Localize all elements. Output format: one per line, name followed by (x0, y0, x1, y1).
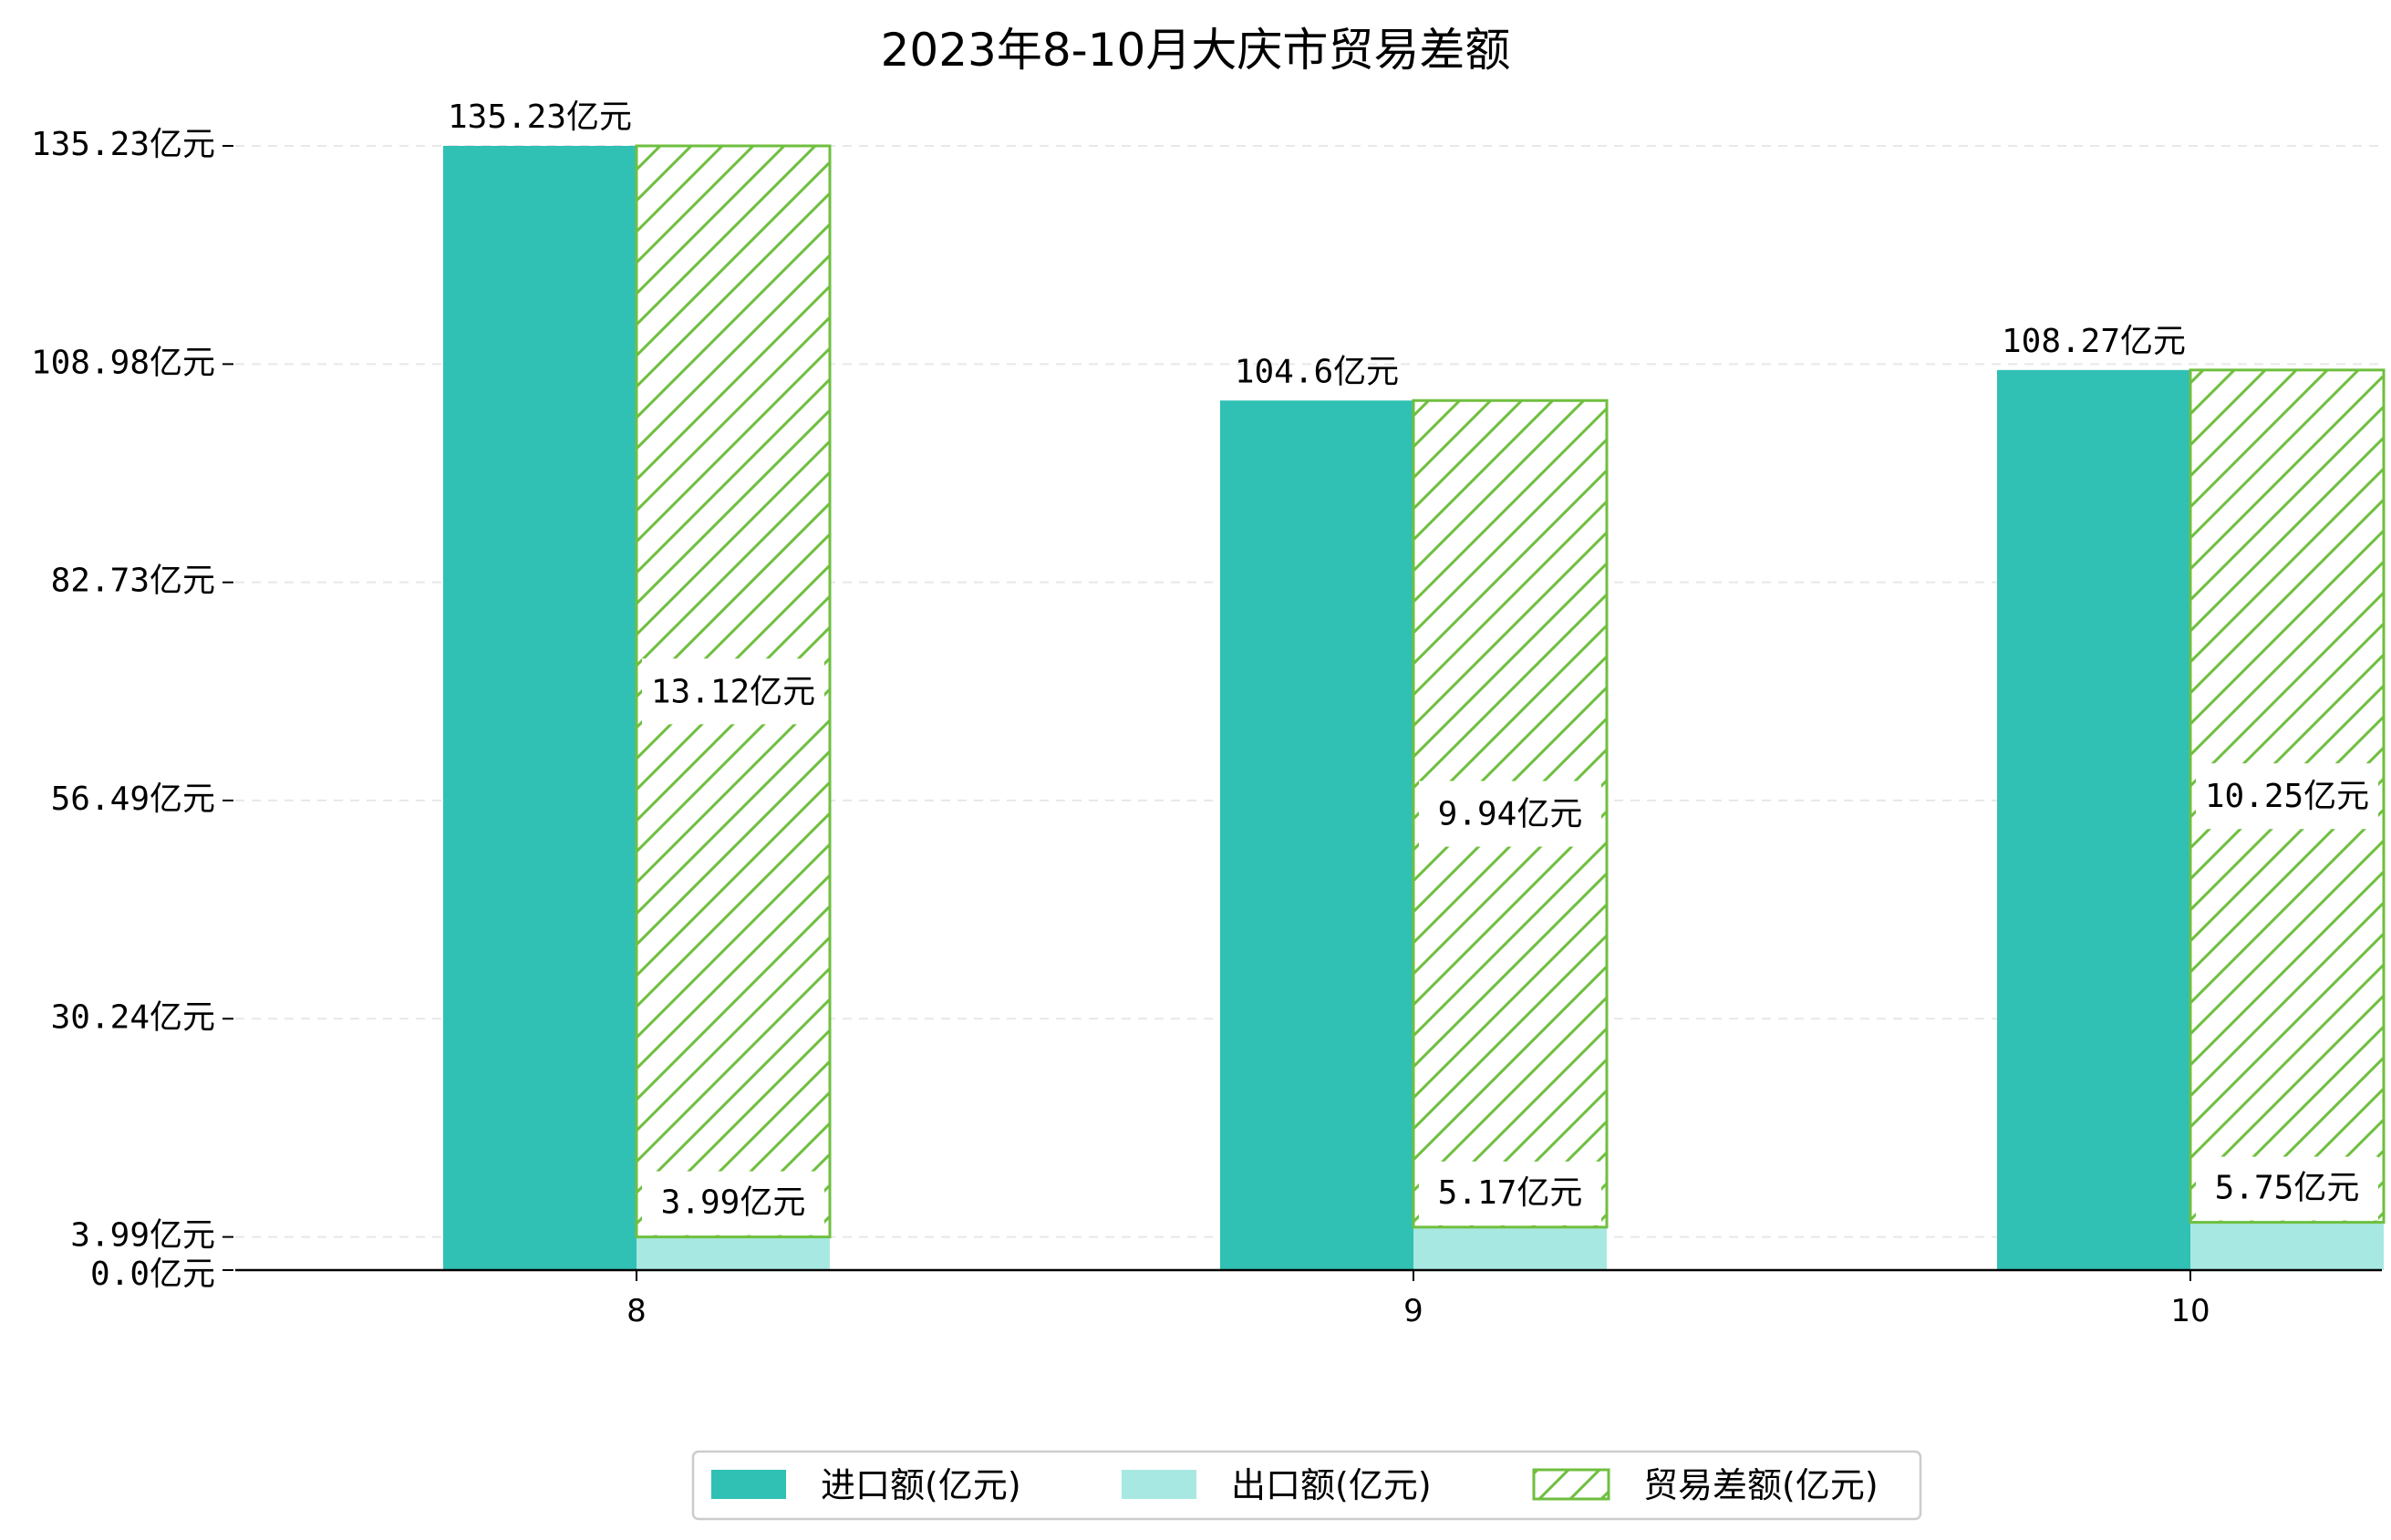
y-tick-label: 30.24亿元 (51, 998, 215, 1036)
data-labels: 135.23亿元 13.12亿元 3.99亿元 104.6亿元 9.94亿元 5.17亿元… (448, 98, 2378, 1235)
y-tick-label: 108.98亿元 (31, 344, 215, 381)
bar-import-10 (1997, 369, 2190, 1270)
label-export-10: 5.75亿元 (2215, 1170, 2360, 1207)
legend-box (691, 1450, 1922, 1521)
label-bg-balance-10 (2196, 763, 2378, 830)
y-tick-label: 56.49亿元 (51, 780, 215, 818)
legend-label-1: 出口额(亿元) (1231, 1465, 1432, 1505)
legend-label-2: 贸易差额(亿元) (1643, 1465, 1879, 1505)
x-tick-label: 8 (626, 1293, 647, 1329)
bar-export-9 (1413, 1226, 1607, 1270)
label-bg-export-10 (2196, 1156, 2378, 1221)
label-export-9: 5.17亿元 (1438, 1174, 1583, 1212)
y-tick-label: 135.23亿元 (31, 126, 215, 163)
label-bg-balance-8 (642, 658, 824, 725)
legend-label-0: 进口额(亿元) (821, 1465, 1021, 1505)
label-bg-export-9 (1419, 1161, 1601, 1225)
y-tick-label: 3.99亿元 (70, 1217, 215, 1255)
chart-title: 2023年8-10月大庆市贸易差额 (881, 24, 1511, 77)
label-bg-balance-9 (1419, 780, 1601, 847)
label-import-10: 108.27亿元 (2002, 323, 2186, 360)
bar-import-8 (443, 146, 637, 1270)
y-tick-label: 82.73亿元 (51, 563, 215, 600)
label-balance-8: 13.12亿元 (651, 673, 815, 710)
label-balance-9: 9.94亿元 (1438, 796, 1583, 833)
x-tick-label: 10 (2170, 1293, 2210, 1329)
x-tick-label: 9 (1403, 1293, 1423, 1329)
label-import-8: 135.23亿元 (448, 98, 632, 136)
legend-swatch-2 (1532, 1468, 1610, 1501)
label-export-8: 3.99亿元 (661, 1184, 806, 1222)
bar-export-10 (2190, 1222, 2384, 1270)
y-tick-label: 0.0亿元 (90, 1256, 215, 1293)
bar-import-9 (1220, 400, 1413, 1270)
label-bg-export-8 (642, 1171, 824, 1235)
label-balance-10: 10.25亿元 (2205, 778, 2369, 815)
bar-export-8 (637, 1236, 830, 1270)
legend-swatch-1 (1122, 1470, 1196, 1499)
legend-swatch-0 (711, 1470, 786, 1499)
legend: 进口额(亿元) 出口额(亿元) 贸易差额(亿元) (691, 1450, 1922, 1521)
label-import-9: 104.6亿元 (1235, 353, 1399, 390)
axes: 0.0亿元3.99亿元30.24亿元56.49亿元82.73亿元108.98亿元… (31, 126, 2382, 1329)
